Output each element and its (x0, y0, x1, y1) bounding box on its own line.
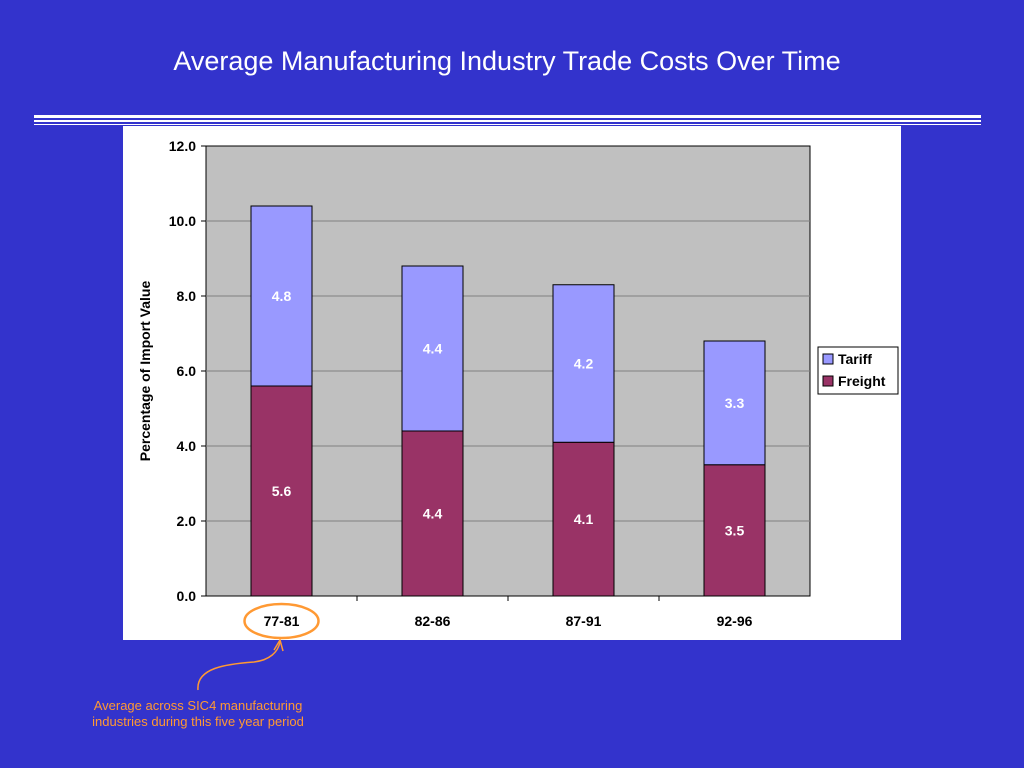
y-tick-label: 6.0 (177, 363, 197, 379)
freight-bar (250, 385, 313, 597)
y-tick-label: 10.0 (169, 213, 196, 229)
x-tick-label: 82-86 (415, 613, 451, 629)
y-tick-label: 8.0 (177, 288, 197, 304)
freight-bar (703, 464, 766, 597)
freight-bar (401, 430, 464, 597)
x-tick-label: 87-91 (566, 613, 602, 629)
y-tick-label: 4.0 (177, 438, 197, 454)
tariff-legend-swatch (822, 353, 834, 365)
y-tick-label: 0.0 (177, 588, 197, 604)
title-divider (34, 115, 981, 118)
tariff-bar (703, 340, 766, 466)
tariff-bar (552, 284, 615, 443)
freight-data-label: 5.6 (272, 483, 292, 499)
tariff-bar (250, 205, 313, 387)
title-divider (34, 120, 981, 122)
freight-legend-swatch (822, 375, 834, 387)
tariff-data-label: 4.4 (423, 341, 443, 357)
highlight-ellipse (243, 602, 320, 640)
freight-legend-label: Freight (838, 373, 886, 389)
callout-text: Average across SIC4 manufacturing indust… (92, 698, 304, 729)
freight-data-label: 4.1 (574, 511, 594, 527)
tariff-bar (401, 265, 464, 432)
freight-data-label: 3.5 (725, 522, 745, 538)
slide-title: Average Manufacturing Industry Trade Cos… (173, 46, 841, 76)
freight-bar (552, 441, 615, 597)
x-tick-label: 92-96 (717, 613, 753, 629)
y-tick-label: 12.0 (169, 138, 196, 154)
tariff-data-label: 4.8 (272, 288, 292, 304)
stacked-bar-chart: 0.0 2.0 4.0 6.0 8.0 10.0 12.0 Percentage of Imp… (137, 138, 899, 640)
y-tick-label: 2.0 (177, 513, 197, 529)
tariff-legend-label: Tariff (838, 351, 872, 367)
title-divider (34, 124, 981, 125)
freight-data-label: 4.4 (423, 506, 443, 522)
tariff-data-label: 4.2 (574, 356, 594, 372)
chart-panel: 0.0 2.0 4.0 6.0 8.0 10.0 12.0 Percentage of Imp… (123, 126, 901, 640)
y-axis-label: Percentage of Import Value (137, 281, 153, 462)
x-tick-label: 77-81 (264, 613, 300, 629)
tariff-data-label: 3.3 (725, 395, 745, 411)
